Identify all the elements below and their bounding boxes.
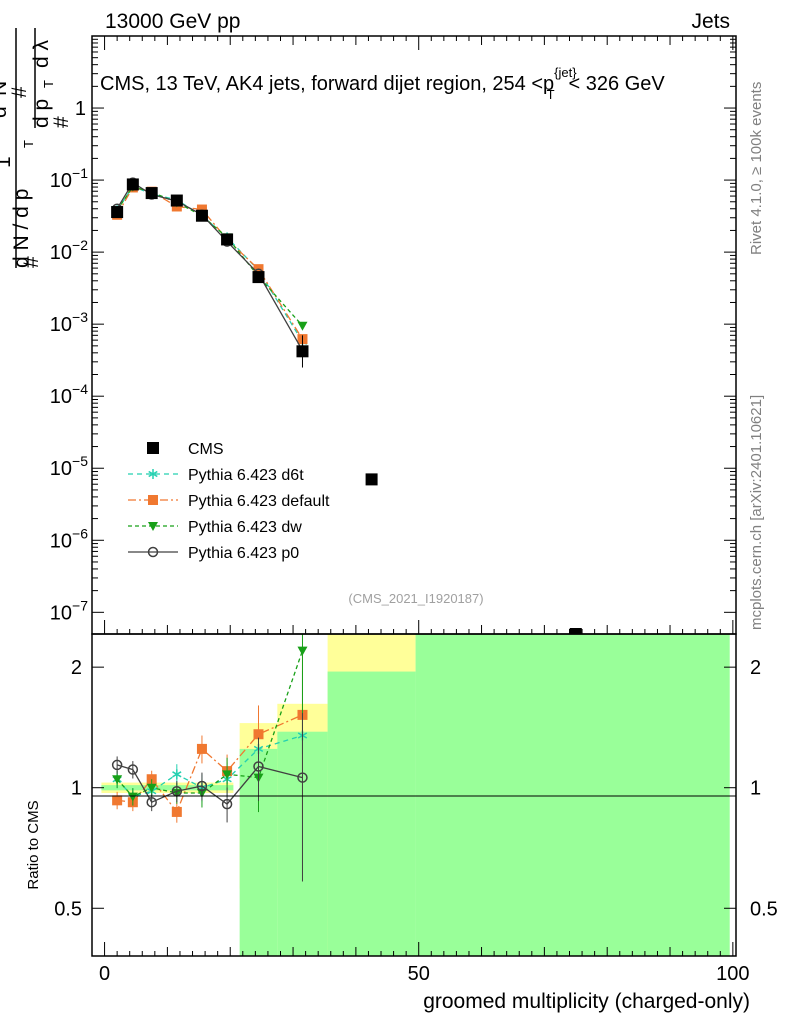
data-point xyxy=(569,628,582,634)
data-point xyxy=(221,233,234,246)
ratio-point xyxy=(171,806,182,817)
ratio-tick-label: 2 xyxy=(750,657,761,679)
x-tick-label: 100 xyxy=(716,963,749,985)
ratio-point xyxy=(253,729,264,740)
svg-text:d: d xyxy=(0,106,11,118)
data-point xyxy=(145,187,158,200)
data-point xyxy=(170,194,183,207)
chart-title: CMS, 13 TeV, AK4 jets, forward dijet reg… xyxy=(100,65,665,102)
series-line xyxy=(116,185,304,343)
ratio-point xyxy=(221,798,233,810)
data-point xyxy=(111,206,124,219)
ratio-plot-frame xyxy=(91,633,737,957)
ratio-tick-label: 2 xyxy=(71,657,82,679)
axis-ticks: 1 10−1 10−2 10−3 10−4 10−5 10−6 10−7 0.5 0.5 1 1 2 2 0… xyxy=(50,36,778,985)
ratio-point xyxy=(127,764,139,775)
legend-label: Pythia 6.423 default xyxy=(188,493,330,510)
ratio-line xyxy=(116,734,303,798)
legend-label: CMS xyxy=(188,441,224,458)
y-axis-label: # d N / d p T 1 # d p T d λ # d 2 N xyxy=(0,28,73,268)
x-tick-label: 0 xyxy=(99,963,110,985)
ratio-band-green xyxy=(101,785,234,791)
svg-text:2: 2 xyxy=(0,98,1,105)
ratio-tick-label: 1 xyxy=(71,778,82,800)
y-tick-label: 10−3 xyxy=(50,309,88,336)
header-right: Jets xyxy=(691,10,730,33)
ratio-point xyxy=(297,646,308,656)
y-tick-label: 10−7 xyxy=(50,597,88,624)
ratio-band-green xyxy=(327,671,416,956)
ratio-point xyxy=(146,796,157,808)
svg-text:#: # xyxy=(20,256,43,268)
svg-text:d N / d p: d N / d p xyxy=(10,189,33,268)
svg-text:N: N xyxy=(0,81,11,96)
data-point xyxy=(252,271,265,284)
svg-text:T: T xyxy=(21,140,36,148)
ratio-point xyxy=(127,792,138,802)
ratio-point xyxy=(111,759,123,771)
mcplots-label: mcplots.cern.ch [arXiv:2401.10621] xyxy=(748,395,765,630)
ratio-point xyxy=(196,780,208,792)
x-tick-label: 50 xyxy=(408,963,430,985)
ratio-point xyxy=(146,783,157,793)
legend-marker xyxy=(147,546,159,558)
legend-marker xyxy=(148,495,158,505)
x-axis-label: groomed multiplicity (charged-only) xyxy=(423,990,750,1013)
ratio-series xyxy=(111,634,308,882)
ratio-point xyxy=(112,795,123,806)
legend: CMS Pythia 6.423 d6t Pythia 6.423 default P… xyxy=(128,441,330,562)
ratio-y-axis-label: Ratio to CMS xyxy=(25,800,42,889)
header-left: 13000 GeV pp xyxy=(105,10,240,33)
ratio-point xyxy=(112,775,123,785)
svg-text:T: T xyxy=(41,80,56,88)
main-series xyxy=(111,177,582,634)
legend-marker xyxy=(147,442,159,454)
y-tick-label: 10−6 xyxy=(50,525,88,552)
svg-text:#: # xyxy=(8,86,31,98)
y-tick-label: 10−1 xyxy=(50,165,88,192)
ratio-line xyxy=(116,764,303,805)
ratio-tick-label: 1 xyxy=(750,778,761,800)
ratio-point xyxy=(172,769,182,780)
chart-watermark: (CMS_2021_I1920187) xyxy=(348,591,483,606)
ratio-point xyxy=(253,761,264,772)
legend-marker xyxy=(148,469,158,479)
ratio-tick-label: 0.5 xyxy=(54,898,82,920)
series-line xyxy=(116,181,304,351)
data-point xyxy=(195,209,208,222)
data-point xyxy=(296,345,309,358)
y-tick-label: 10−2 xyxy=(50,237,88,264)
y-tick-label: 10−4 xyxy=(50,381,88,408)
legend-label: Pythia 6.423 p0 xyxy=(188,545,299,562)
rivet-version-label: Rivet 4.1.0, ≥ 100k events xyxy=(748,82,765,255)
svg-text:1: 1 xyxy=(0,156,15,168)
ratio-point xyxy=(196,743,207,754)
legend-label: Pythia 6.423 d6t xyxy=(188,467,304,484)
legend-marker xyxy=(148,522,158,531)
legend-label: Pythia 6.423 dw xyxy=(188,519,302,536)
ratio-band-green xyxy=(415,634,730,956)
svg-text:d λ: d λ xyxy=(30,39,53,68)
y-tick-label: 10−5 xyxy=(50,453,88,480)
series-line xyxy=(116,185,303,327)
ratio-uncertainty-bands xyxy=(101,634,730,956)
svg-text:d p: d p xyxy=(30,99,53,128)
ratio-point xyxy=(297,772,308,783)
data-point xyxy=(365,473,378,486)
series-point xyxy=(297,321,308,331)
ratio-point xyxy=(222,770,233,780)
svg-text:#: # xyxy=(50,116,73,128)
series-line xyxy=(116,186,304,340)
data-point xyxy=(126,178,139,191)
ratio-tick-label: 0.5 xyxy=(750,898,778,920)
y-tick-label: 1 xyxy=(75,98,86,120)
